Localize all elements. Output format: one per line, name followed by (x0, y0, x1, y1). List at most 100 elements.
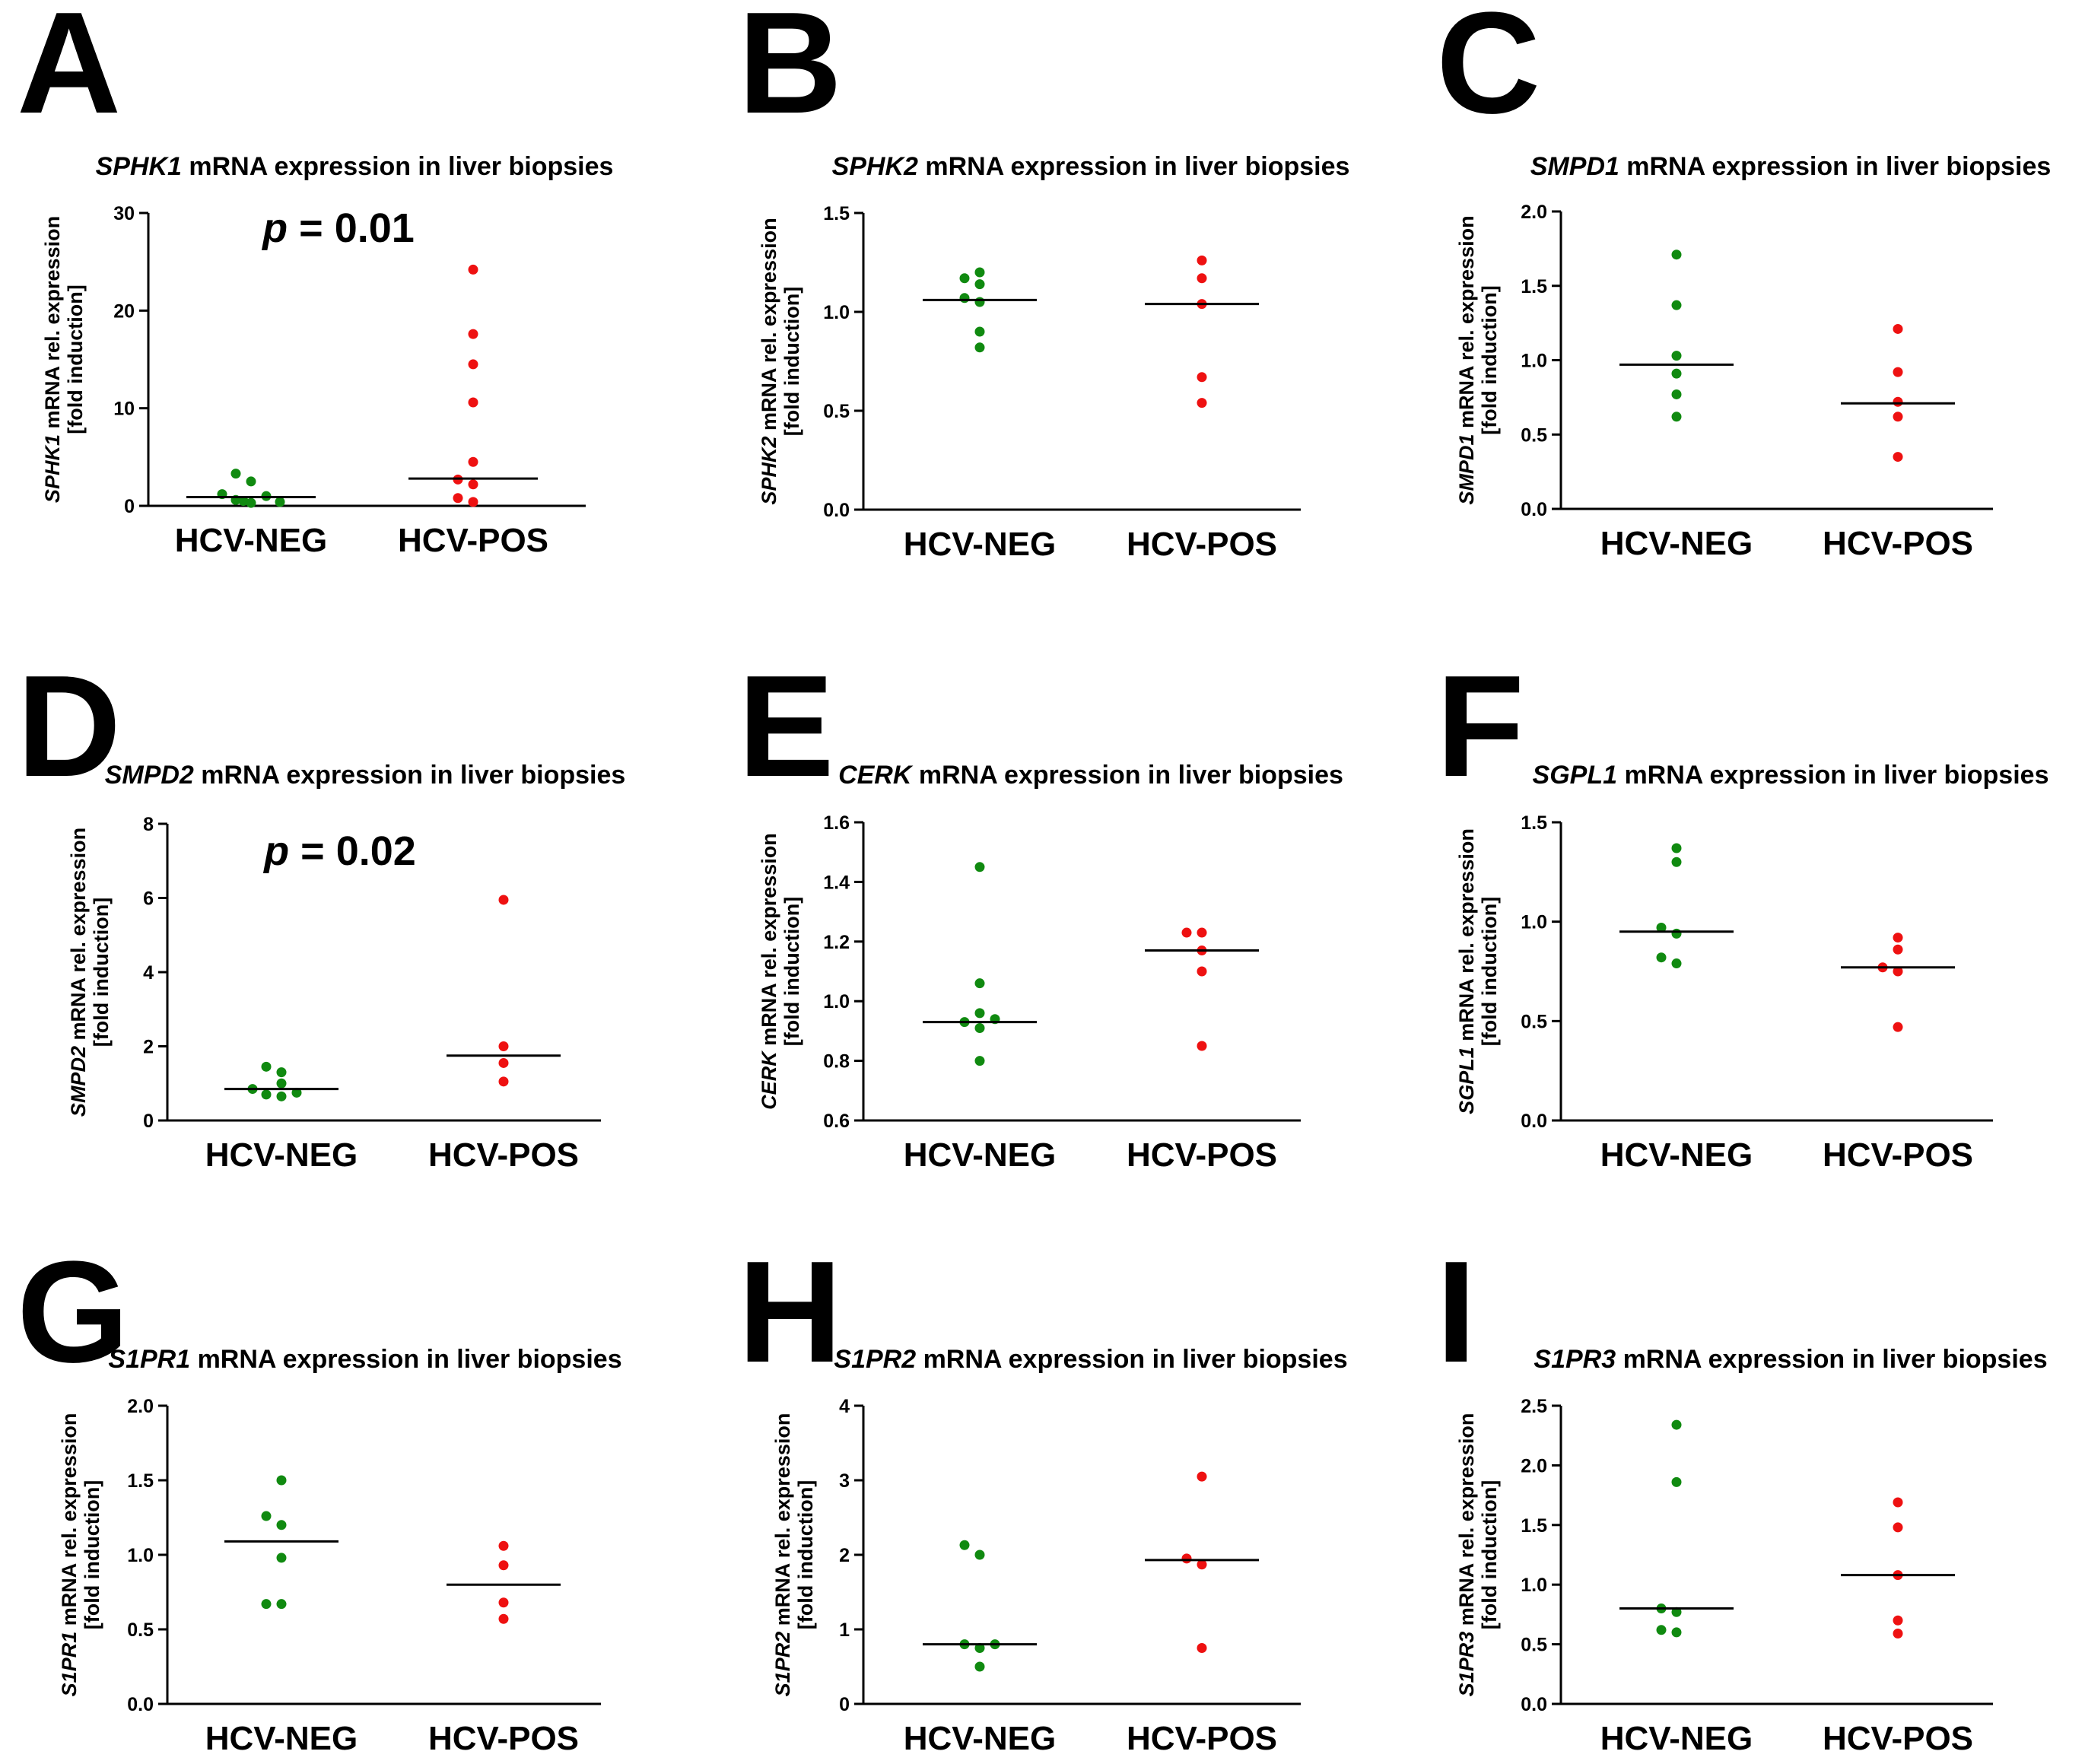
y-axis-label: SGPL1 mRNA rel. expression[fold inductio… (1455, 828, 1501, 1114)
title-gene: S1PR3 (1534, 1345, 1616, 1374)
y-tick-label: 0.0 (1521, 1694, 1547, 1715)
y-tick-label: 1.5 (1521, 812, 1547, 834)
y-label-line2: [fold induction] (81, 1480, 103, 1629)
y-label-line2: [fold induction] (90, 898, 113, 1047)
y-tick-label: 1.5 (127, 1470, 154, 1492)
y-tick-label: 0.0 (1521, 1111, 1547, 1132)
data-point-hcv-neg (261, 1061, 272, 1072)
title-suffix: mRNA expression in liver biopsies (190, 1345, 621, 1374)
y-label-suffix: mRNA rel. expression (758, 218, 780, 436)
x-category-label: HCV-NEG (904, 526, 1056, 563)
data-point-hcv-neg (959, 273, 970, 284)
panel-letter: I (1436, 1232, 1476, 1393)
y-tick-label: 0 (839, 1694, 850, 1715)
y-label-line2: [fold induction] (1478, 1480, 1501, 1629)
data-point-hcv-pos (1197, 927, 1207, 938)
y-tick-label: 1.0 (1521, 351, 1547, 372)
y-tick-label: 10 (113, 399, 135, 420)
data-point-hcv-neg (238, 496, 249, 507)
data-point-hcv-neg (974, 342, 985, 353)
data-point-hcv-neg (276, 1553, 287, 1563)
y-label-gene: SMPD2 (67, 1046, 90, 1117)
data-point-hcv-neg (1671, 368, 1682, 379)
panel-letter: H (738, 1232, 842, 1393)
y-label-suffix: mRNA rel. expression (771, 1413, 794, 1632)
data-point-hcv-neg (1671, 300, 1682, 310)
title-gene: CERK (838, 761, 914, 790)
data-point-hcv-neg (1671, 389, 1682, 399)
chart-title: S1PR1 mRNA expression in liver biopsies (108, 1345, 621, 1374)
title-gene: S1PR2 (834, 1345, 916, 1374)
panel-letter: F (1436, 646, 1524, 807)
data-point-hcv-neg (230, 469, 241, 479)
data-point-hcv-pos (1893, 1522, 1903, 1533)
y-tick-label: 1 (839, 1619, 850, 1641)
y-label-suffix: mRNA rel. expression (58, 1413, 81, 1632)
data-point-hcv-neg (974, 1056, 985, 1066)
x-category-label: HCV-POS (1127, 526, 1277, 563)
title-suffix: mRNA expression in liver biopsies (1617, 761, 2048, 790)
y-tick-label: 0.5 (1521, 424, 1547, 446)
data-point-hcv-neg (1656, 923, 1667, 933)
y-label-suffix: mRNA rel. expression (1455, 215, 1478, 434)
x-category-label: HCV-POS (1127, 1136, 1277, 1174)
data-point-hcv-pos (1893, 966, 1903, 977)
panel-letter: A (17, 0, 121, 144)
y-tick-label: 0.0 (1521, 499, 1547, 520)
x-category-label: HCV-NEG (205, 1720, 358, 1757)
data-point-hcv-pos (1197, 398, 1207, 408)
y-tick-label: 0 (143, 1111, 154, 1132)
y-tick-label: 0.5 (1521, 1635, 1547, 1656)
title-suffix: mRNA expression in liver biopsies (916, 1345, 1347, 1374)
panel-a: A SPHK1 mRNA expression in liver biopsies… (17, 0, 613, 559)
x-category-label: HCV-NEG (175, 522, 327, 559)
data-point-hcv-neg (276, 1475, 287, 1486)
x-category-label: HCV-NEG (1600, 1136, 1753, 1174)
data-point-hcv-pos (1197, 1471, 1207, 1482)
chart-title: S1PR2 mRNA expression in liver biopsies (834, 1345, 1347, 1374)
x-category-label: HCV-POS (398, 522, 548, 559)
data-point-hcv-pos (1893, 1615, 1903, 1626)
data-point-hcv-neg (1671, 1419, 1682, 1430)
data-point-hcv-pos (498, 1560, 509, 1571)
y-axis-label: S1PR2 mRNA rel. expression[fold inductio… (771, 1413, 817, 1697)
data-point-hcv-pos (1197, 1643, 1207, 1653)
x-category-label: HCV-NEG (1600, 1720, 1753, 1757)
data-point-hcv-neg (261, 1599, 272, 1610)
data-point-hcv-neg (261, 1089, 272, 1100)
data-point-hcv-neg (1671, 250, 1682, 260)
y-tick-label: 1.0 (1521, 1575, 1547, 1596)
x-category-label: HCV-POS (428, 1136, 579, 1174)
p-value: p = 0.02 (262, 828, 416, 874)
x-category-label: HCV-POS (1823, 525, 1973, 562)
data-point-hcv-neg (1671, 857, 1682, 867)
y-tick-label: 1.5 (1521, 1515, 1547, 1537)
data-point-hcv-pos (1893, 944, 1903, 955)
data-point-hcv-pos (1893, 933, 1903, 943)
panel-b: B SPHK2 mRNA expression in liver biopsies… (738, 0, 1349, 563)
title-gene: SGPL1 (1533, 761, 1617, 790)
data-point-hcv-neg (974, 1008, 985, 1019)
y-tick-label: 1.5 (1521, 276, 1547, 297)
title-suffix: mRNA expression in liver biopsies (1619, 152, 2051, 181)
data-point-hcv-neg (974, 1643, 985, 1653)
chart-title: CERK mRNA expression in liver biopsies (838, 761, 1343, 790)
y-tick-label: 4 (839, 1396, 850, 1417)
data-point-hcv-neg (974, 279, 985, 290)
data-point-hcv-neg (261, 1511, 272, 1521)
data-point-hcv-pos (498, 1076, 509, 1087)
chart-title: SMPD2 mRNA expression in liver biopsies (105, 761, 626, 790)
data-point-hcv-pos (1197, 1559, 1207, 1570)
panel-e: E CERK mRNA expression in liver biopsiesC… (738, 646, 1343, 1174)
y-axis-label: SMPD1 mRNA rel. expression[fold inductio… (1455, 215, 1501, 504)
y-label-gene: CERK (758, 1050, 780, 1110)
chart-title: SPHK1 mRNA expression in liver biopsies (96, 152, 614, 181)
data-point-hcv-neg (275, 497, 285, 507)
y-label-gene: SPHK1 (41, 434, 64, 503)
y-tick-label: 2.0 (127, 1396, 154, 1417)
y-tick-label: 0.8 (823, 1051, 850, 1073)
data-point-hcv-neg (974, 1549, 985, 1560)
chart-title: SPHK2 mRNA expression in liver biopsies (832, 152, 1350, 181)
